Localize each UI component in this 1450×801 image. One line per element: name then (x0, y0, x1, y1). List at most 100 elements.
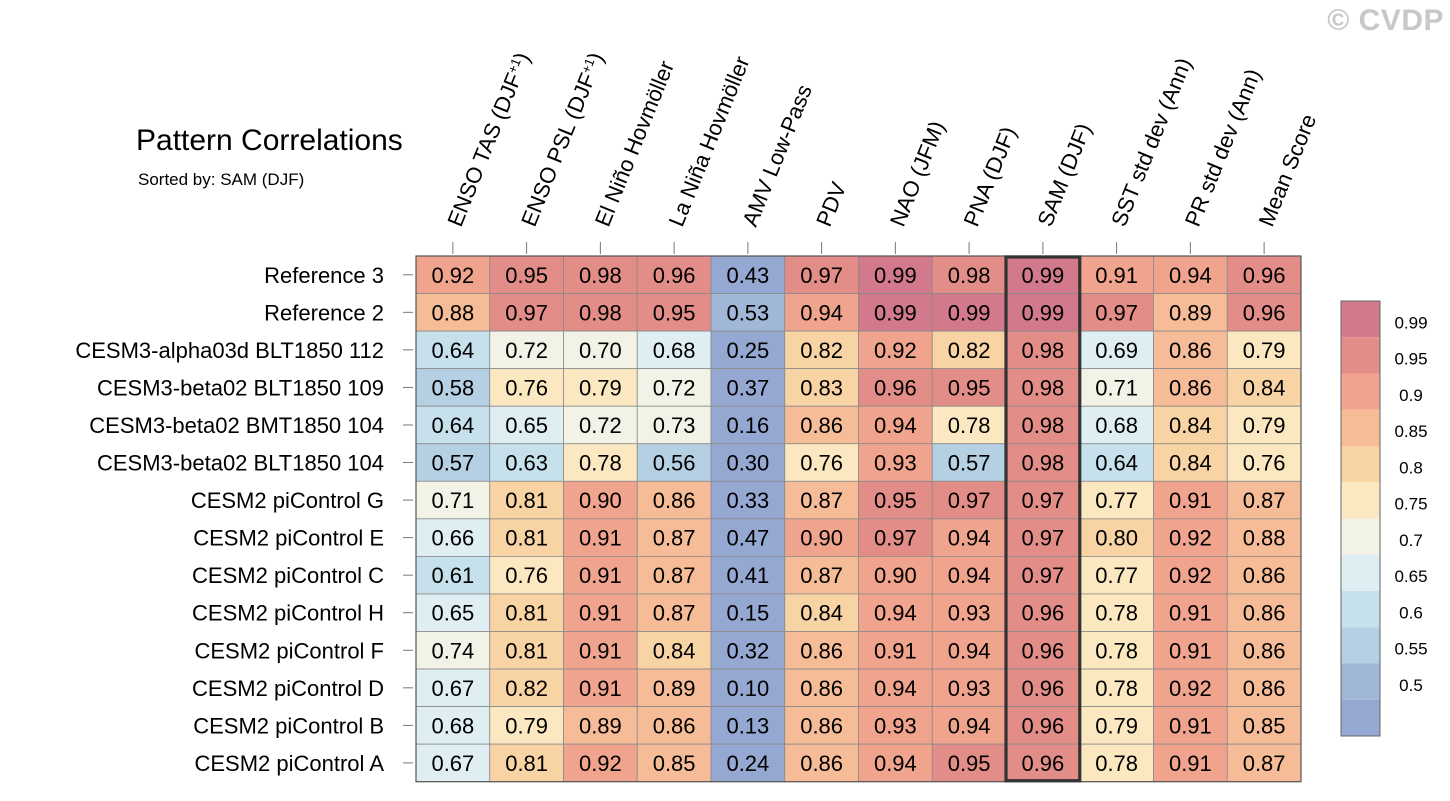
row-label: CESM3-beta02 BLT1850 104 (97, 451, 384, 476)
row-label: Reference 2 (264, 300, 384, 325)
heatmap-cell (1153, 443, 1228, 482)
heatmap-cell (636, 405, 712, 445)
cell-value: 0.43 (726, 263, 769, 288)
cell-value: 0.90 (579, 488, 622, 513)
cell-value: 0.56 (653, 451, 696, 476)
heatmap-cell (563, 330, 638, 370)
cell-value: 0.94 (948, 638, 991, 663)
column-label-sup: +1 (578, 56, 597, 75)
heatmap-cell (1005, 706, 1081, 745)
cell-value: 0.94 (800, 300, 843, 325)
cell-value: 0.86 (1243, 601, 1286, 626)
heatmap-cell (563, 593, 638, 632)
column-label-text: SAM (DJF) (1032, 120, 1096, 230)
heatmap-cell (636, 443, 712, 482)
cell-value: 0.97 (1021, 563, 1064, 588)
heatmap-cell (636, 518, 712, 557)
cell-value: 0.91 (579, 526, 622, 551)
column-label: Mean Score (1254, 111, 1322, 230)
cell-value: 0.79 (505, 713, 548, 738)
heatmap-cell (784, 631, 859, 670)
cell-value: 0.94 (874, 413, 917, 438)
cell-value: 0.92 (1169, 526, 1212, 551)
column-label: AMV Low-Pass (737, 81, 817, 230)
cell-value: 0.81 (505, 526, 548, 551)
cell-value: 0.94 (1169, 263, 1212, 288)
heatmap-cell (415, 556, 491, 595)
heatmap-cell (1079, 556, 1154, 595)
cell-value: 0.91 (1169, 751, 1212, 776)
heatmap-cell (710, 293, 786, 332)
chart-subtitle: Sorted by: SAM (DJF) (138, 170, 305, 189)
heatmap-cell (931, 443, 1007, 482)
heatmap-cell (489, 255, 564, 294)
heatmap-cell (710, 593, 786, 632)
cell-value: 0.94 (874, 751, 917, 776)
cell-value: 0.98 (1021, 451, 1064, 476)
heatmap-cell (415, 706, 491, 745)
cell-value: 0.98 (1021, 375, 1064, 400)
cell-value: 0.78 (1095, 638, 1138, 663)
cell-value: 0.78 (1095, 601, 1138, 626)
cell-value: 0.86 (1169, 338, 1212, 363)
cell-value: 0.93 (948, 676, 991, 701)
row-label: CESM2 piControl E (193, 526, 384, 551)
colorbar-label: 0.8 (1399, 458, 1423, 477)
cell-value: 0.81 (505, 601, 548, 626)
cell-value: 0.64 (431, 338, 474, 363)
row-label: CESM2 piControl C (192, 563, 384, 588)
cell-value: 0.79 (579, 375, 622, 400)
cell-value: 0.32 (726, 638, 769, 663)
cell-value: 0.86 (1243, 563, 1286, 588)
cell-value: 0.80 (1095, 526, 1138, 551)
heatmap-cell (784, 743, 859, 783)
column-label-text: SST std dev (Ann) (1106, 54, 1196, 230)
cell-value: 0.97 (1021, 526, 1064, 551)
heatmap-cell (784, 556, 859, 595)
cell-value: 0.70 (579, 338, 622, 363)
cell-value: 0.57 (431, 451, 474, 476)
heatmap-cell (1226, 556, 1302, 595)
heatmap-cell (1226, 668, 1302, 707)
colorbar-swatch (1341, 373, 1380, 410)
heatmap-cell (1226, 480, 1302, 520)
heatmap-cell (1226, 631, 1302, 670)
heatmap-cell (415, 368, 491, 407)
heatmap-cell (931, 255, 1007, 294)
heatmap-cell (1226, 255, 1302, 294)
colorbar-label: 0.5 (1399, 676, 1423, 695)
heatmap-cell (710, 368, 786, 407)
heatmap-cell (1153, 593, 1228, 632)
column-label-text: PR std dev (Ann) (1180, 65, 1266, 230)
colorbar-label: 0.6 (1399, 603, 1423, 622)
cell-value: 0.91 (579, 638, 622, 663)
heatmap-cell (636, 593, 712, 632)
cell-value: 0.91 (579, 563, 622, 588)
heatmap-cell (489, 743, 564, 783)
cell-value: 0.68 (1095, 413, 1138, 438)
cell-value: 0.91 (874, 638, 917, 663)
cell-value: 0.86 (800, 676, 843, 701)
heatmap-cell (710, 556, 786, 595)
cell-value: 0.95 (505, 263, 548, 288)
heatmap-cell (1226, 405, 1302, 445)
cell-value: 0.99 (874, 300, 917, 325)
heatmap-cell (1153, 405, 1228, 445)
heatmap-cell (858, 593, 933, 632)
heatmap-cell (636, 330, 712, 370)
cell-value: 0.93 (874, 451, 917, 476)
column-label: ENSO PSL (DJF+1) (516, 49, 609, 230)
column-label: El Niño Hovmöller (590, 57, 679, 230)
heatmap-cell (1226, 330, 1302, 370)
heatmap-cell (1153, 743, 1228, 783)
colorbar-label: 0.65 (1394, 567, 1427, 586)
cell-value: 0.79 (1243, 338, 1286, 363)
heatmap-cell (1153, 293, 1228, 332)
cell-value: 0.90 (800, 526, 843, 551)
column-label-text: PDV (811, 178, 851, 230)
cell-value: 0.86 (1169, 375, 1212, 400)
cell-value: 0.71 (1095, 375, 1138, 400)
cell-value: 0.77 (1095, 488, 1138, 513)
heatmap-cell (931, 593, 1007, 632)
